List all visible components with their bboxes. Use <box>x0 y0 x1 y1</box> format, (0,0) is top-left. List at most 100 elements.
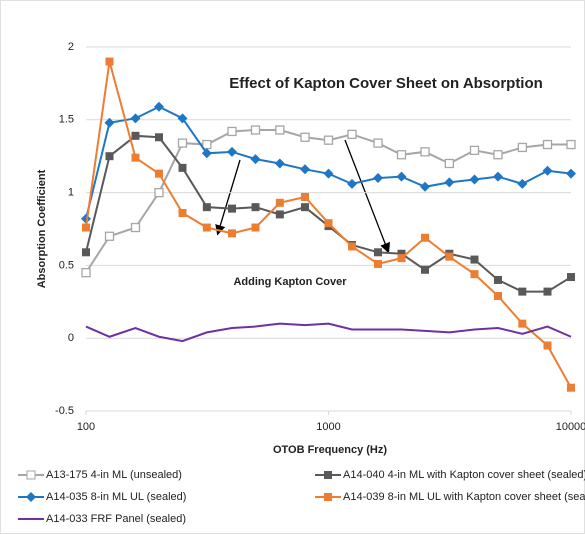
marker <box>517 178 528 189</box>
marker <box>517 142 527 153</box>
marker <box>275 125 285 135</box>
marker <box>227 126 237 137</box>
legend-label: A14-035 8-in ML UL (sealed) <box>46 491 186 503</box>
marker <box>444 158 454 169</box>
marker <box>420 181 431 192</box>
marker <box>226 146 237 157</box>
marker <box>470 255 479 264</box>
marker <box>347 178 358 189</box>
marker <box>372 173 383 184</box>
marker <box>543 341 552 350</box>
marker <box>299 164 310 175</box>
marker <box>275 198 284 207</box>
legend-item: A13-175 4-in ML (unsealed) <box>18 469 182 481</box>
marker <box>104 117 115 128</box>
legend-item: A14-035 8-in ML UL (sealed) <box>18 491 186 503</box>
marker <box>154 187 164 198</box>
legend-item: A14-033 FRF Panel (sealed) <box>18 513 186 525</box>
marker <box>82 223 90 232</box>
marker <box>82 248 90 257</box>
annotation: Adding Kapton Cover <box>233 276 347 288</box>
marker <box>251 223 260 232</box>
marker <box>227 229 236 238</box>
legend-item: A14-040 4-in ML with Kapton cover sheet … <box>315 469 585 481</box>
marker <box>396 171 407 182</box>
marker <box>469 174 480 185</box>
marker <box>542 139 553 150</box>
marker <box>300 192 309 201</box>
marker <box>250 154 261 165</box>
marker <box>104 231 115 241</box>
marker <box>566 139 576 150</box>
marker <box>178 208 187 217</box>
marker <box>567 273 575 282</box>
marker <box>202 223 211 232</box>
marker <box>130 113 141 124</box>
x-tick-label: 1000 <box>316 421 340 433</box>
marker <box>130 222 141 233</box>
marker <box>177 138 188 148</box>
marker <box>470 270 479 279</box>
chart-title: Effect of Kapton Cover Sheet on Absorpti… <box>229 75 543 92</box>
marker <box>250 125 261 135</box>
arrow <box>215 159 241 236</box>
marker <box>445 252 454 261</box>
marker <box>202 203 211 212</box>
marker <box>105 152 114 161</box>
y-tick-label: 0 <box>68 332 74 344</box>
marker <box>177 113 188 124</box>
marker <box>202 139 212 150</box>
marker <box>201 148 212 159</box>
marker <box>518 319 527 328</box>
legend-label: A14-040 4-in ML with Kapton cover sheet … <box>343 469 585 481</box>
marker <box>396 150 407 160</box>
y-axis-label: Absorption Coefficient <box>36 169 48 288</box>
marker <box>518 287 527 296</box>
y-tick-label: 1.5 <box>59 114 74 126</box>
marker <box>421 265 430 274</box>
legend-marker <box>324 493 332 501</box>
marker <box>373 138 383 148</box>
marker <box>566 168 576 179</box>
x-tick-label: 10000 <box>556 421 585 433</box>
x-axis-label: OTOB Frequency (Hz) <box>273 444 387 456</box>
arrow <box>344 139 391 254</box>
legend-marker <box>26 470 36 480</box>
series-line <box>85 322 572 343</box>
series-line <box>85 105 572 220</box>
legend-marker <box>324 471 332 479</box>
marker <box>567 383 575 392</box>
marker <box>444 177 455 188</box>
legend-marker <box>26 492 36 502</box>
marker <box>493 171 504 182</box>
marker <box>251 203 260 212</box>
marker <box>543 287 552 296</box>
marker <box>347 129 357 140</box>
marker <box>469 145 480 156</box>
legend-label: A14-039 8-in ML UL with Kapton cover she… <box>343 491 585 503</box>
marker <box>153 101 164 112</box>
marker <box>275 210 284 219</box>
y-tick-label: 2 <box>68 41 74 53</box>
marker <box>373 248 382 257</box>
marker <box>494 275 503 284</box>
y-tick-label: 0.5 <box>59 259 74 271</box>
marker <box>348 242 357 251</box>
marker <box>421 233 430 242</box>
y-tick-label: -0.5 <box>55 405 74 417</box>
marker <box>420 147 430 157</box>
marker <box>542 165 553 176</box>
marker <box>227 204 236 213</box>
marker <box>323 135 334 145</box>
marker <box>373 259 382 268</box>
marker <box>300 203 309 212</box>
marker <box>323 168 334 179</box>
marker <box>105 57 114 66</box>
marker <box>494 291 503 300</box>
marker <box>178 163 187 172</box>
marker <box>397 254 406 263</box>
x-tick-label: 100 <box>77 421 95 433</box>
marker <box>397 249 406 258</box>
marker <box>154 133 163 142</box>
